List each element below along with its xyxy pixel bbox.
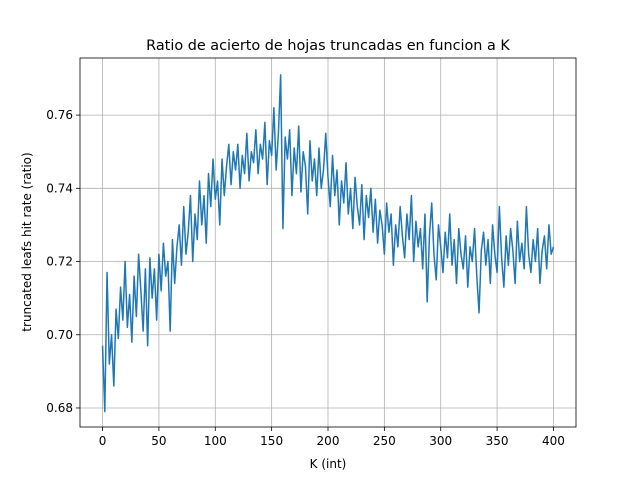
x-tick-label: 50	[151, 434, 166, 448]
x-tick-label: 150	[260, 434, 283, 448]
x-tick-label: 200	[317, 434, 340, 448]
chart-title: Ratio de acierto de hojas truncadas en f…	[146, 38, 510, 54]
y-axis-label: truncated leafs hit rate (ratio)	[20, 152, 34, 331]
y-tick-label: 0.68	[46, 401, 73, 415]
x-axis-label: K (int)	[310, 457, 347, 471]
y-tick-label: 0.70	[46, 328, 73, 342]
y-tick-label: 0.76	[46, 108, 73, 122]
x-tick-label: 100	[204, 434, 227, 448]
x-tick-label: 250	[373, 434, 396, 448]
x-tick-label: 350	[486, 434, 509, 448]
y-tick-label: 0.72	[46, 255, 73, 269]
y-tick-label: 0.74	[46, 181, 73, 195]
axes-frame	[79, 57, 577, 428]
x-tick-label: 300	[429, 434, 452, 448]
data-line	[101, 74, 555, 413]
x-tick-label: 0	[99, 434, 107, 448]
x-tick-label: 400	[542, 434, 565, 448]
